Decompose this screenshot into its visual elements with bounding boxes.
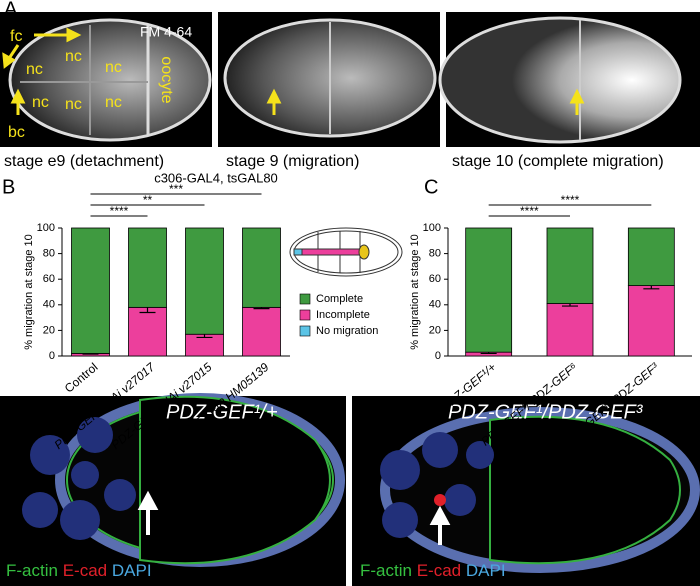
annotation: nc (105, 59, 122, 76)
y-tick-label: 0 (435, 350, 441, 362)
panel-label: A (4, 0, 18, 20)
legend-swatch (299, 325, 311, 337)
y-tick-label: 40 (43, 299, 55, 311)
caption: stage 10 (complete migration) (452, 153, 664, 170)
bar-segment (465, 227, 513, 353)
bar-segment (128, 227, 167, 308)
y-axis-label: % migration at stage 10 (23, 234, 35, 350)
bar-segment (627, 285, 675, 357)
bar-segment (71, 227, 110, 354)
panel-label: B (2, 176, 15, 198)
genotype: PDZ-GEF¹/+ (166, 401, 278, 423)
y-tick-label: 20 (43, 324, 55, 336)
y-tick-label: 100 (37, 222, 55, 234)
bar-segment (546, 303, 594, 357)
y-axis-label: % migration at stage 10 (409, 234, 421, 350)
x-tick-label: Control (62, 360, 101, 396)
y-tick-label: 60 (43, 273, 55, 285)
significance-label: *** (169, 182, 183, 196)
significance-label: **** (110, 204, 129, 218)
stain: F-actin (6, 561, 58, 580)
caption: stage 9 (migration) (226, 153, 359, 170)
significance-label: ** (143, 193, 153, 207)
y-tick-label: 100 (423, 222, 441, 234)
legend-label: Complete (316, 293, 363, 305)
y-tick-label: 60 (429, 273, 441, 285)
panel-label: D (2, 398, 16, 420)
annotation: nc (65, 96, 82, 113)
micrograph-a (0, 12, 700, 147)
annotation: oocyte (158, 56, 175, 103)
schematic (289, 227, 403, 277)
annotation: fc (10, 28, 22, 45)
caption: stage e9 (detachment) (4, 153, 164, 170)
micrograph-d (0, 393, 346, 586)
bar-segment (546, 227, 594, 304)
genotype: PDZ-GEF¹/PDZ-GEF³ (448, 401, 644, 423)
annotation: nc (105, 94, 122, 111)
stain: F-actin (360, 561, 412, 580)
stain: DAPI (112, 561, 152, 580)
annotation: bc (8, 124, 25, 141)
stain: E-cad (417, 561, 461, 580)
panel-label: E (364, 398, 377, 420)
significance-label: **** (561, 193, 580, 207)
legend-swatch (299, 293, 311, 305)
bar-segment (627, 227, 675, 286)
annotation: nc (65, 48, 82, 65)
legend-label: No migration (316, 325, 378, 337)
y-tick-label: 20 (429, 324, 441, 336)
annotation: nc (32, 94, 49, 111)
stain-legend: F-actin E-cad DAPI (6, 561, 152, 580)
significance-label: **** (520, 204, 539, 218)
bar-segment (242, 306, 281, 357)
micrograph-e (352, 396, 700, 586)
bar-segment (185, 227, 224, 335)
legend-swatch (299, 309, 311, 321)
stain-legend: F-actin E-cad DAPI (360, 561, 506, 580)
subtitle: c306-GAL4, tsGAL80 (154, 170, 278, 185)
annotation: nc (26, 61, 43, 78)
stain: E-cad (63, 561, 107, 580)
bar-segment (242, 227, 281, 308)
y-tick-label: 40 (429, 299, 441, 311)
panel-label: C (424, 176, 438, 198)
y-tick-label: 80 (429, 248, 441, 260)
legend-label: Incomplete (316, 309, 370, 321)
bar-segment (128, 306, 167, 357)
stain-label: FM 4-64 (140, 24, 192, 40)
y-tick-label: 0 (49, 350, 55, 362)
y-tick-label: 80 (43, 248, 55, 260)
stain: DAPI (466, 561, 506, 580)
